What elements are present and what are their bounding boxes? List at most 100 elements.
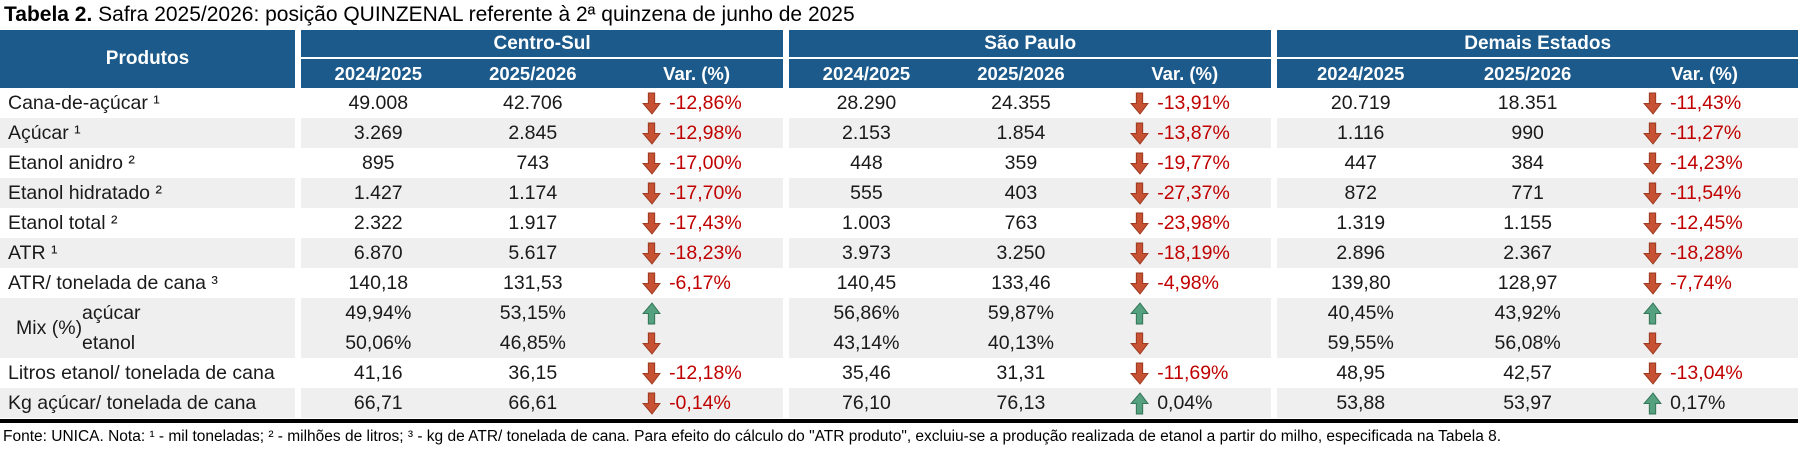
arrow-up-icon [1130,301,1150,324]
row-label: etanol [0,328,295,358]
row-label: ATR/ tonelada de cana ³ [0,268,295,298]
value-2024-2025: 49.008 [348,91,409,114]
variation-value: -17,43% [669,211,742,234]
arrow-up-icon [1643,391,1662,414]
value-2025-2026: 42,57 [1503,361,1553,384]
value-2025-2026: 743 [516,151,550,174]
value-2024-2025: 140,18 [348,271,409,294]
value-2025-2026: 53,97 [1503,391,1553,414]
value-2024-2025: 6.870 [353,241,403,264]
table-title-prefix: Tabela 2. [4,3,93,26]
value-2025-2026: 24.355 [991,91,1051,114]
value-2024-2025: 50,06% [345,331,412,354]
group-values: 1.319 1.155 -12,45% [1277,208,1798,238]
group-values: 2.322 1.917 -17,43% [301,208,784,238]
col-header-2025-2026: 2025/2026 [977,62,1065,84]
group-header-demais-estados: Demais Estados 2024/2025 2025/2026 Var. … [1277,30,1798,88]
variation-cell: -23,98% [1098,212,1271,235]
group-subheaders: 2024/2025 2025/2026 Var. (%) [301,59,784,88]
value-2025-2026: 2.367 [1503,241,1553,264]
value-2025-2026: 46,85% [499,331,566,354]
group-values: 448 359 -19,77% [789,148,1272,178]
value-2024-2025: 2.322 [353,211,403,234]
value-2024-2025: 139,80 [1330,271,1391,294]
variation-cell: -11,54% [1611,182,1798,205]
group-values: 48,95 42,57 -13,04% [1277,358,1798,388]
table-body: Cana-de-açúcar ¹ 49.008 42.706 -12,86% 28.29… [0,88,1798,418]
group-values: 56,86% 59,87% [789,298,1272,328]
variation-cell: -27,37% [1098,182,1271,205]
group-values: 2.896 2.367 -18,28% [1277,238,1798,268]
group-values: 35,46 31,31 -11,69% [789,358,1272,388]
variation-cell: -11,27% [1611,122,1798,145]
table-bottom-border [0,419,1798,423]
value-2024-2025: 1.116 [1337,121,1385,144]
variation-value: -13,91% [1157,91,1230,114]
variation-value: -19,77% [1157,151,1230,174]
variation-cell: -13,04% [1611,362,1798,385]
arrow-down-icon [1130,332,1150,355]
arrow-up-icon [1643,301,1662,324]
group-values: 59,55% 56,08% [1277,328,1798,358]
variation-cell: -19,77% [1098,152,1271,175]
value-2025-2026: 56,08% [1494,331,1561,354]
footnote: Fonte: UNICA. Nota: ¹ - mil toneladas; ²… [3,428,1502,445]
col-header-var: Var. (%) [1151,62,1219,84]
variation-value: -18,23% [669,241,742,264]
value-2025-2026: 990 [1511,121,1544,144]
value-2025-2026: 1.854 [996,121,1046,144]
variation-cell: -13,91% [1098,92,1271,115]
variation-value: 0,04% [1157,391,1213,414]
value-2025-2026: 128,97 [1497,271,1558,294]
table-title-text: Safra 2025/2026: posição QUINZENAL refer… [92,3,855,26]
value-2024-2025: 20.719 [1330,91,1391,114]
group-values: 447 384 -14,23% [1277,148,1798,178]
value-2025-2026: 18.351 [1497,91,1558,114]
arrow-down-icon [1130,242,1150,265]
row-label-text: Etanol hidratado ² [8,181,162,204]
value-2025-2026: 131,53 [502,271,563,294]
value-2024-2025: 35,46 [842,361,891,384]
arrow-down-icon [1130,182,1150,205]
value-2025-2026: 76,13 [996,391,1046,414]
variation-value: -12,86% [669,91,742,114]
arrow-down-icon [642,182,661,205]
variation-cell: -7,74% [1611,272,1798,295]
value-2025-2026: 43,92% [1494,301,1561,324]
variation-cell: -11,43% [1611,92,1798,115]
value-2024-2025: 48,95 [1336,361,1386,384]
row-label: Kg açúcar/ tonelada de cana [0,388,295,418]
value-2024-2025: 53,88 [1336,391,1386,414]
arrow-down-icon [642,272,661,295]
arrow-down-icon [1130,212,1150,235]
row-label: ATR ¹ [0,238,295,268]
col-header-var: Var. (%) [1671,62,1738,84]
arrow-down-icon [1643,332,1662,355]
group-values: 43,14% 40,13% [789,328,1272,358]
variation-cell: -17,43% [610,212,783,235]
group-values: 3.269 2.845 -12,98% [301,118,784,148]
variation-value: -11,27% [1670,121,1742,144]
group-name: São Paulo [789,30,1272,59]
value-2024-2025: 59,55% [1327,331,1394,354]
value-2024-2025: 56,86% [833,301,900,324]
value-2024-2025: 448 [850,151,883,174]
value-2025-2026: 53,15% [499,301,566,324]
group-values: 2.153 1.854 -13,87% [789,118,1272,148]
variation-cell: -11,69% [1098,362,1271,385]
variation-cell: -12,18% [610,362,783,385]
arrow-down-icon [642,332,661,355]
row-label-text: ATR ¹ [8,241,58,264]
variation-value: -23,98% [1157,211,1230,234]
variation-cell [1611,301,1798,325]
value-2025-2026: 133,46 [991,271,1051,294]
variation-cell: -17,00% [610,152,783,175]
variation-cell: -12,86% [610,92,783,115]
variation-cell [610,332,783,355]
mix-group-label: Mix (%) [16,316,83,339]
arrow-down-icon [1130,122,1150,145]
variation-value: -11,69% [1157,361,1229,384]
value-2025-2026: 3.250 [996,241,1046,264]
table-row: Etanol anidro ² 895 743 -17,00% 448 359 -19,77… [0,148,1798,178]
